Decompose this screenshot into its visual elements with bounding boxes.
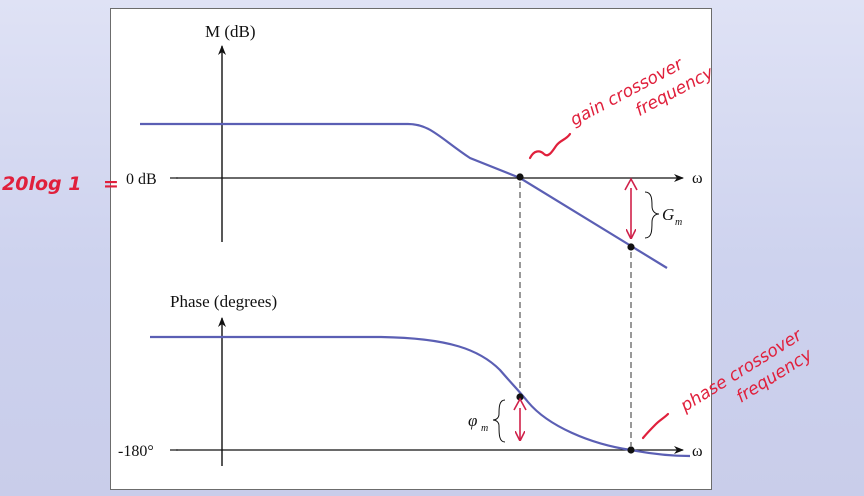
phase-omega-label: ω [692, 443, 703, 460]
handwritten-equals: = [103, 173, 119, 195]
phase-crossover-squiggle [641, 412, 670, 440]
phase-curve [150, 335, 691, 458]
gain-margin-brace [644, 191, 660, 239]
phase-crossover-note: phase crossover frequency [676, 325, 817, 417]
magnitude-omega-label: ω [692, 170, 703, 187]
magnitude-curve [140, 122, 668, 269]
magnitude-y-axis-label: M (dB) [205, 22, 256, 41]
phase-y-axis-label: Phase (degrees) [170, 292, 277, 311]
phase-margin-brace [492, 399, 506, 443]
phase-margin-point [516, 393, 524, 401]
gain-crossover-note: gain crossover frequency [567, 54, 718, 131]
phase-margin-label: φ [468, 411, 477, 430]
phase-margin-subscript: m [481, 423, 488, 434]
phase-margin-arrow-top-head [513, 397, 527, 411]
phase-crossover-point [627, 446, 635, 454]
gain-margin-subscript: m [675, 217, 682, 228]
minus180-label: -180° [118, 443, 154, 460]
gain-margin-label: G [662, 205, 674, 224]
gain-margin-point [627, 243, 635, 251]
figure-panel [110, 8, 712, 490]
gain-margin-arrow-top-head [624, 177, 638, 191]
zero-db-label: 0 dB [126, 171, 157, 188]
gain-crossover-squiggle [528, 132, 572, 160]
gain-crossover-point [516, 173, 524, 181]
handwritten-20log1: 20log 1 [2, 173, 81, 195]
